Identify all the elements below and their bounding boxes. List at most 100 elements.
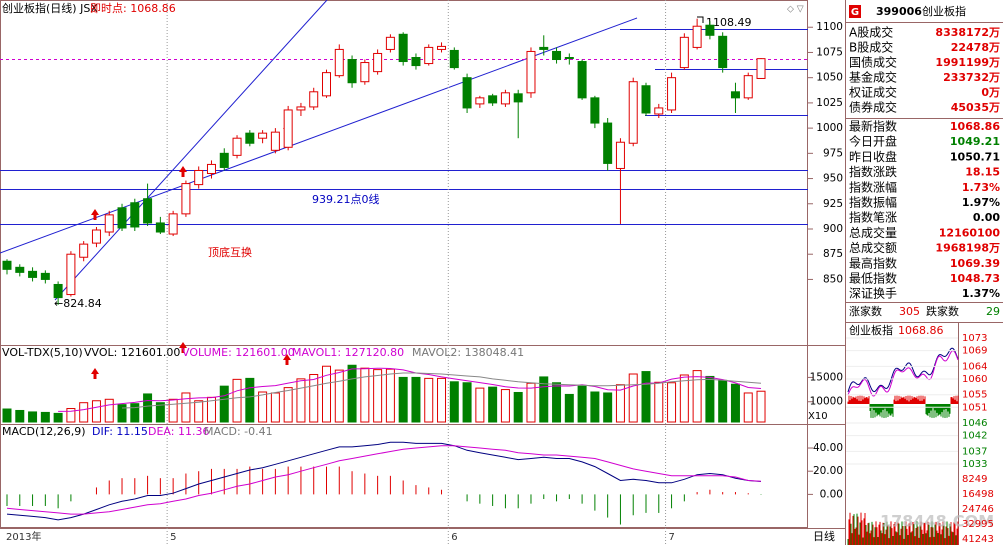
candle-body [692, 25, 702, 48]
mini-tick-label: 24746 [962, 504, 994, 515]
y-tick-label: 1000 [816, 122, 843, 134]
candle-body [437, 45, 447, 50]
volume-bar [564, 393, 574, 423]
mini-last: 1068.86 [898, 324, 944, 337]
volume-bar [309, 373, 319, 423]
macd-label: DIF: 11.15 [92, 425, 148, 438]
candle-body [2, 260, 12, 270]
candle-body [15, 266, 25, 273]
candle-body [552, 50, 562, 61]
volume-bar [488, 386, 498, 423]
mini-chart [846, 323, 958, 545]
volume-bar [219, 385, 229, 423]
y-tick-label: 20.00 [813, 465, 843, 477]
volume-bar [500, 389, 510, 423]
candle-body [628, 81, 638, 144]
info-label: 指数笔涨 [849, 210, 897, 225]
info-value: 1048.73 [950, 272, 1000, 285]
chart-title: 创业板指(日线) JSX [2, 1, 98, 15]
chart-subtitle: 即时点: 1068.86 [90, 2, 176, 15]
candle-body [539, 46, 549, 50]
candle-body [117, 207, 127, 229]
info-label: 指数振幅 [849, 195, 897, 210]
candle-body [66, 253, 76, 296]
candle-body [398, 33, 408, 63]
volume-bar [15, 409, 25, 423]
y-tick-label: 1100 [816, 21, 843, 33]
candle-body [667, 77, 677, 111]
candle-body [424, 46, 434, 65]
candle-body [168, 213, 178, 235]
volume-bar [539, 376, 549, 423]
volume-bar [270, 392, 280, 423]
y-tick-label: 1025 [816, 97, 843, 109]
mini-tick-label: 1073 [962, 333, 987, 344]
candle-body [654, 107, 664, 115]
volume-bar [654, 381, 664, 423]
info-label: 今日开盘 [849, 134, 897, 149]
volume-bar [245, 377, 255, 423]
info-value: 0.00 [973, 211, 1000, 224]
info-label: 指数涨跌 [849, 164, 897, 179]
volume-label: VOLUME: 121601.00 [182, 346, 295, 359]
volume-bar [730, 383, 740, 423]
volume-bar [743, 392, 753, 423]
mini-title: 创业板指 [849, 323, 893, 337]
volume-bar [577, 385, 587, 423]
watermark: 178448.COM [880, 512, 994, 531]
mini-tick-label: 41243 [962, 534, 994, 545]
volume-bar [79, 402, 89, 423]
chart-frame [0, 0, 808, 528]
info-value: 1968198万 [935, 242, 1000, 255]
volume-bar [258, 391, 268, 423]
candle-body [194, 169, 204, 186]
candle-body [360, 62, 370, 83]
volume-bar [168, 398, 178, 423]
candle-body [449, 49, 459, 69]
candle-body [181, 183, 191, 215]
volume-bar [552, 382, 562, 423]
info-label: 总成交量 [849, 225, 897, 240]
candle-body [743, 75, 753, 99]
volume-label: VVOL: 121601.00 [84, 346, 180, 359]
info-value: 1049.21 [950, 135, 1000, 148]
volume-bar [475, 387, 485, 423]
volume-bar [40, 411, 50, 423]
info-value: 1069.39 [950, 257, 1000, 270]
info-label: 债券成交 [849, 100, 897, 115]
mini-tick-label: 1037 [962, 446, 987, 457]
trend-line [54, 0, 328, 301]
info-value: 1068.86 [950, 120, 1000, 133]
candle-body [462, 77, 472, 109]
candle-body [270, 131, 280, 151]
arrow [91, 209, 99, 220]
volume-label: MAVOL2: 138048.41 [412, 346, 524, 359]
info-label: 权证成交 [849, 85, 897, 100]
candle-body [322, 72, 331, 97]
candle-body [564, 57, 574, 60]
volume-bar [641, 371, 651, 423]
candle-body [219, 152, 229, 168]
y-tick-label: 925 [823, 198, 843, 210]
y-tick-label: 0.00 [820, 488, 843, 500]
security-name: 创业板指 [922, 4, 966, 18]
volume-bar [360, 367, 370, 423]
candle-body [347, 59, 357, 84]
y-tick-label: 975 [823, 147, 843, 159]
candle-body [143, 198, 153, 224]
x-tick-label: 6 [451, 532, 457, 543]
info-label: 深证换手 [849, 287, 897, 301]
volume-bar [679, 374, 689, 423]
candle-body [40, 272, 50, 280]
candle-body [155, 222, 165, 233]
mini-tick-label: 16498 [962, 489, 994, 500]
volume-bar [411, 376, 421, 423]
mini-line [847, 350, 959, 397]
mini-tick-label: 1055 [962, 390, 987, 401]
info-value: 233732万 [943, 71, 1000, 84]
arrow [179, 166, 187, 177]
candle-body [28, 270, 38, 278]
info-label: 指数涨幅 [849, 179, 897, 194]
info-value: 1.97% [962, 196, 1000, 209]
